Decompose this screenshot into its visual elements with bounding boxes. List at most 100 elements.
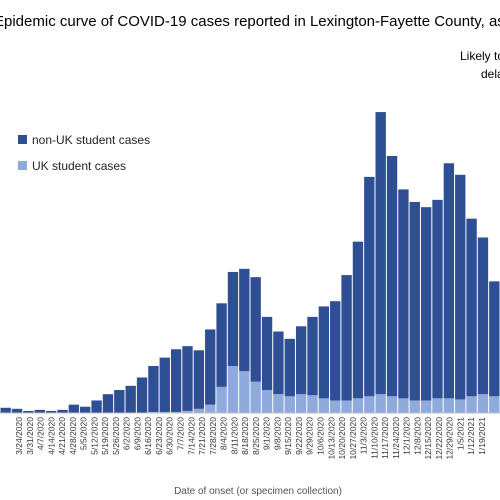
- x-tick-label: 11/17/2020: [380, 417, 390, 459]
- bar-uk-42: [477, 394, 489, 413]
- x-tick-label: 5/5/2020: [79, 417, 89, 450]
- bar-non-uk-3: [34, 409, 45, 413]
- bar-uk-16: [182, 410, 193, 413]
- chart-title: Epidemic curve of COVID-19 cases reporte…: [0, 13, 500, 30]
- x-tick-label: 6/16/2020: [143, 417, 153, 455]
- x-tick-label: 10/20/2020: [337, 417, 347, 460]
- x-tick-label: 1/5/2021: [455, 417, 465, 450]
- x-tick-label: 4/28/2020: [68, 417, 78, 455]
- x-tick-label: 8/11/2020: [229, 417, 239, 454]
- x-tick-label: 6/23/2020: [154, 417, 164, 455]
- bar-non-uk-8: [91, 400, 102, 413]
- x-tick-label: 3/24/2020: [14, 417, 24, 455]
- x-tick-label: 8/4/2020: [219, 417, 229, 450]
- bar-non-uk-38: [432, 199, 443, 399]
- bar-non-uk-33: [375, 112, 386, 395]
- bar-uk-43: [489, 396, 500, 413]
- x-tick-label: 4/7/2020: [36, 417, 46, 450]
- x-tick-label: 5/12/2020: [89, 417, 99, 455]
- bar-uk-18: [205, 404, 216, 413]
- bar-uk-14: [159, 411, 170, 413]
- x-tick-label: 12/15/2020: [423, 417, 433, 460]
- x-tick-label: 1/12/2021: [466, 417, 476, 455]
- x-tick-label: 7/7/2020: [176, 417, 186, 450]
- bar-non-uk-35: [398, 189, 409, 399]
- x-tick-label: 4/14/2020: [46, 417, 56, 455]
- x-tick-label: 7/14/2020: [186, 417, 196, 455]
- bar-uk-21: [239, 371, 250, 413]
- x-tick-label: 8/25/2020: [251, 417, 261, 455]
- bar-uk-41: [466, 396, 477, 413]
- bar-non-uk-25: [284, 338, 295, 397]
- legend-swatch-uk: [18, 161, 27, 170]
- annotation-line-2: dela: [481, 67, 500, 81]
- bar-non-uk-34: [386, 155, 398, 397]
- bar-non-uk-4: [45, 410, 57, 413]
- bar-non-uk-11: [125, 385, 136, 413]
- bar-non-uk-18: [205, 329, 216, 405]
- legend: non-UK student cases UK student cases: [18, 133, 150, 173]
- bar-non-uk-41: [466, 218, 477, 397]
- bar-uk-25: [284, 396, 295, 413]
- x-tick-label: 11/24/2020: [391, 417, 401, 459]
- bar-non-uk-28: [318, 306, 330, 399]
- bar-non-uk-30: [341, 275, 352, 401]
- annotation-line-1: Likely to: [460, 49, 500, 63]
- bar-non-uk-20: [227, 271, 239, 366]
- x-tick-label: 4/21/2020: [57, 417, 67, 455]
- bar-uk-22: [250, 381, 261, 413]
- x-tick-label: 9/1/2020: [262, 417, 272, 450]
- x-tick-label: 10/27/2020: [348, 417, 358, 460]
- bar-non-uk-5: [57, 409, 68, 413]
- bar-uk-32: [364, 396, 375, 413]
- bar-non-uk-31: [352, 241, 364, 399]
- bars-group: [0, 112, 500, 413]
- bar-uk-31: [352, 398, 364, 413]
- bar-uk-38: [432, 398, 443, 413]
- bar-uk-24: [273, 394, 284, 413]
- bar-non-uk-27: [307, 316, 318, 396]
- legend-label-uk: UK student cases: [32, 159, 126, 173]
- bar-non-uk-19: [216, 303, 227, 387]
- bar-non-uk-22: [250, 277, 261, 382]
- bar-non-uk-36: [409, 201, 420, 401]
- bar-uk-13: [148, 411, 159, 413]
- bar-non-uk-0: [0, 407, 11, 413]
- bar-uk-37: [420, 400, 432, 413]
- x-tick-label: 12/8/2020: [412, 417, 422, 455]
- x-tick-label: 11/10/2020: [369, 417, 379, 459]
- bar-uk-20: [227, 365, 239, 413]
- bar-non-uk-24: [273, 331, 284, 395]
- x-tick-label: 6/30/2020: [165, 417, 175, 455]
- x-tick-label: 1/19/2021: [477, 417, 487, 455]
- bar-non-uk-42: [477, 237, 489, 395]
- bar-non-uk-13: [148, 365, 159, 412]
- x-tick-labels: 3/24/2020 3/31/2020 4/7/2020 4/14/2020 4/21/…: [14, 417, 487, 460]
- bar-non-uk-21: [239, 268, 250, 372]
- x-tick-label: 9/29/2020: [305, 417, 315, 455]
- x-tick-label: 12/22/2020: [434, 417, 444, 460]
- bar-uk-23: [261, 390, 273, 413]
- bar-uk-33: [375, 394, 386, 413]
- bar-uk-34: [386, 396, 398, 413]
- bar-non-uk-9: [102, 394, 114, 413]
- bar-non-uk-6: [68, 404, 80, 413]
- x-tick-label: 7/28/2020: [208, 417, 218, 455]
- x-tick-label: 11/3/2020: [359, 417, 369, 454]
- bar-non-uk-43: [489, 281, 500, 397]
- bar-non-uk-17: [193, 350, 205, 409]
- bar-uk-39: [443, 398, 455, 413]
- bar-uk-19: [216, 386, 227, 413]
- bar-non-uk-40: [455, 174, 466, 400]
- bar-uk-26: [295, 394, 307, 413]
- x-tick-label: 3/31/2020: [25, 417, 35, 455]
- bar-non-uk-16: [182, 346, 193, 411]
- x-tick-label: 10/13/2020: [326, 417, 336, 460]
- bar-uk-36: [409, 400, 420, 413]
- bar-uk-29: [330, 400, 341, 413]
- bar-non-uk-12: [136, 377, 148, 413]
- bar-uk-27: [307, 395, 318, 413]
- bar-non-uk-14: [159, 357, 170, 412]
- x-tick-label: 8/18/2020: [240, 417, 250, 455]
